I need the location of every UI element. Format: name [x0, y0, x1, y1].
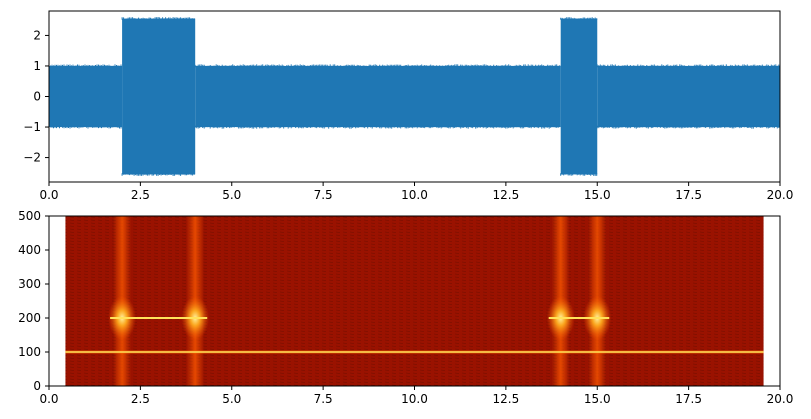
- spectrogram-y-tick-label: 500: [18, 209, 41, 223]
- signal-y-axis: −2 −1 0 1 2: [23, 28, 49, 165]
- signal-x-tick-label: 5.0: [222, 188, 241, 202]
- spectrogram-x-tick-label: 20.0: [767, 392, 794, 406]
- signal-envelope-segment: [597, 65, 780, 128]
- spectrogram-image: [65, 216, 764, 386]
- signal-y-tick-label: 2: [33, 28, 41, 42]
- signal-x-tick-label: 7.5: [314, 188, 333, 202]
- spectrogram-x-tick-label: 0.0: [39, 392, 58, 406]
- spectrogram-x-tick-label: 12.5: [493, 392, 520, 406]
- spectrogram-x-tick-label: 2.5: [131, 392, 150, 406]
- spectrogram-x-tick-label: 17.5: [675, 392, 702, 406]
- signal-envelope-segment: [49, 65, 123, 128]
- spectrogram-x-axis: 0.0 2.5 5.0 7.5 10.0 12.5 15.0 17.5 20.0: [39, 386, 793, 406]
- signal-series: [49, 17, 780, 176]
- spectrogram-y-tick-label: 200: [18, 311, 41, 325]
- spectrogram-x-tick-label: 10.0: [401, 392, 428, 406]
- signal-noise-edge: [121, 17, 195, 176]
- signal-y-tick-label: −1: [23, 120, 41, 134]
- signal-y-tick-label: 1: [33, 59, 41, 73]
- signal-x-tick-label: 2.5: [131, 188, 150, 202]
- spectrogram-x-tick-label: 7.5: [314, 392, 333, 406]
- signal-envelope-segment: [122, 18, 196, 175]
- spectrogram-y-tick-label: 0: [33, 379, 41, 393]
- spectrogram-y-axis: 0 100 200 300 400 500: [18, 209, 49, 393]
- signal-x-axis: 0.0 2.5 5.0 7.5 10.0 12.5 15.0 17.5 20.0: [39, 182, 793, 202]
- signal-y-tick-label: −2: [23, 151, 41, 165]
- spectrogram-y-tick-label: 300: [18, 277, 41, 291]
- spectrogram-x-tick-label: 5.0: [222, 392, 241, 406]
- signal-noise-edge: [560, 17, 598, 176]
- spectrogram-y-tick-label: 100: [18, 345, 41, 359]
- signal-noise-edge: [49, 64, 122, 129]
- signal-x-tick-label: 15.0: [584, 188, 611, 202]
- signal-x-tick-label: 17.5: [675, 188, 702, 202]
- spectrogram-panel: 0.0 2.5 5.0 7.5 10.0 12.5 15.0 17.5 20.0 0 100 200…: [18, 209, 793, 406]
- signal-noise-edge: [194, 64, 561, 129]
- spectrogram-x-tick-label: 15.0: [584, 392, 611, 406]
- signal-envelope-segment: [560, 18, 598, 175]
- signal-x-tick-label: 20.0: [767, 188, 794, 202]
- spectrogram-noise: [65, 216, 764, 386]
- signal-x-tick-label: 10.0: [401, 188, 428, 202]
- signal-x-tick-label: 12.5: [493, 188, 520, 202]
- signal-noise-edge: [596, 64, 780, 129]
- signal-envelope-segment: [195, 65, 561, 128]
- signal-x-tick-label: 0.0: [39, 188, 58, 202]
- signal-panel: 0.0 2.5 5.0 7.5 10.0 12.5 15.0 17.5 20.0 −2 −1 0 1 2: [23, 10, 793, 202]
- signal-y-tick-label: 0: [33, 90, 41, 104]
- spectrogram-y-tick-label: 400: [18, 243, 41, 257]
